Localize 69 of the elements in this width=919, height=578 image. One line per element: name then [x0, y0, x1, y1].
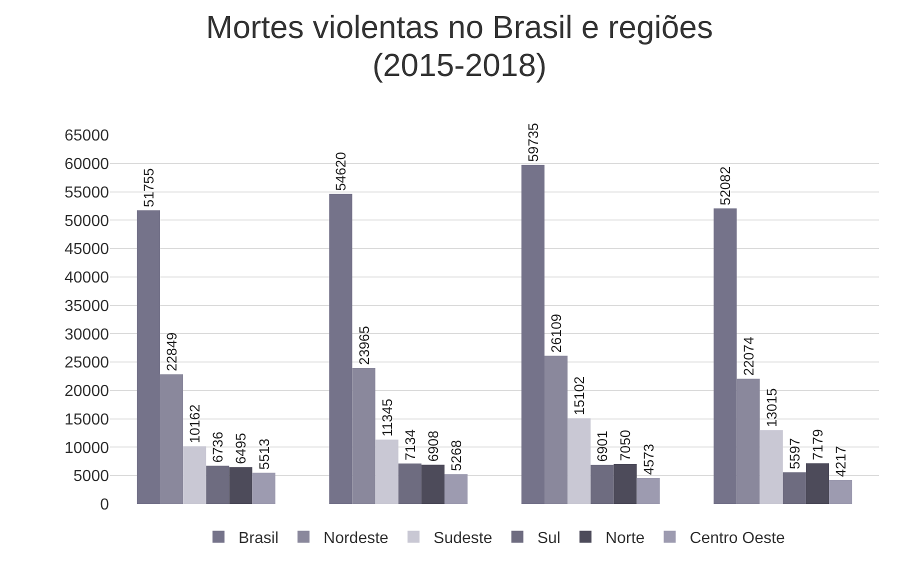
- bar: [544, 356, 568, 504]
- bar: [183, 446, 206, 504]
- bar: [398, 463, 422, 504]
- legend-label: Centro Oeste: [690, 530, 785, 547]
- data-label: 23965: [356, 326, 372, 365]
- data-label: 11345: [378, 398, 395, 436]
- data-label: 7050: [617, 429, 634, 461]
- data-label: 6908: [424, 430, 441, 462]
- bar: [329, 194, 352, 504]
- bar: [736, 378, 760, 504]
- y-tick-label: 0: [100, 496, 110, 514]
- data-label: 5597: [786, 438, 802, 470]
- legend-label: Norte: [605, 530, 645, 547]
- bar: [614, 464, 637, 504]
- y-tick-label: 65000: [64, 127, 110, 144]
- data-label: 22849: [164, 332, 180, 372]
- bar: [444, 474, 468, 504]
- data-label: 22074: [740, 336, 756, 376]
- data-label: 6495: [232, 432, 249, 464]
- y-tick-label: 60000: [64, 156, 110, 173]
- data-label: 4217: [832, 445, 849, 477]
- legend-label: Brasil: [238, 530, 279, 547]
- bar: [160, 374, 184, 504]
- bar: [375, 439, 398, 504]
- data-label: 13015: [763, 388, 780, 427]
- data-label: 6901: [594, 430, 610, 462]
- bar: [229, 466, 252, 504]
- bar: [782, 472, 806, 504]
- data-label: 54620: [332, 152, 349, 191]
- bar: [760, 430, 783, 504]
- data-label: 7134: [402, 428, 418, 460]
- data-label: 6736: [210, 431, 226, 463]
- y-tick-label: 40000: [64, 269, 110, 286]
- chart-title: Mortes violentas no Brasil e regiões (2015-2018): [205, 8, 714, 85]
- data-label: 51755: [140, 168, 156, 207]
- data-label: 5513: [256, 438, 272, 470]
- data-label: 4573: [640, 443, 656, 475]
- bar: [421, 464, 445, 504]
- bar: [806, 463, 830, 504]
- data-label: 10162: [186, 404, 203, 444]
- data-label: 52082: [717, 166, 734, 206]
- y-tick-label: 55000: [64, 184, 110, 202]
- y-tick-label: 20000: [64, 382, 110, 400]
- legend-label: Sudeste: [434, 530, 492, 547]
- bar: [521, 164, 544, 504]
- data-label: 7179: [809, 428, 826, 460]
- data-label: 5268: [448, 440, 464, 471]
- y-tick-label: 25000: [64, 354, 110, 372]
- y-tick-label: 15000: [64, 411, 110, 428]
- data-label: 15102: [571, 376, 588, 416]
- bar: [136, 210, 160, 504]
- legend-label: Sul: [537, 530, 560, 547]
- bar: [568, 418, 591, 504]
- bar: [352, 368, 376, 504]
- bar: [252, 472, 276, 504]
- data-label: 59735: [524, 122, 541, 162]
- bar: [829, 480, 852, 504]
- y-tick-label: 45000: [64, 240, 110, 258]
- y-tick-label: 30000: [64, 326, 110, 344]
- bar: [590, 464, 614, 504]
- data-label: 26109: [548, 313, 564, 353]
- y-tick-label: 10000: [64, 440, 110, 457]
- bar: [206, 466, 230, 504]
- y-tick-label: 35000: [64, 298, 110, 315]
- y-tick-label: 50000: [64, 212, 110, 230]
- y-tick-label: 5000: [73, 468, 110, 485]
- legend-label: Nordeste: [324, 530, 389, 547]
- bar: [636, 478, 660, 504]
- bar: [714, 208, 737, 504]
